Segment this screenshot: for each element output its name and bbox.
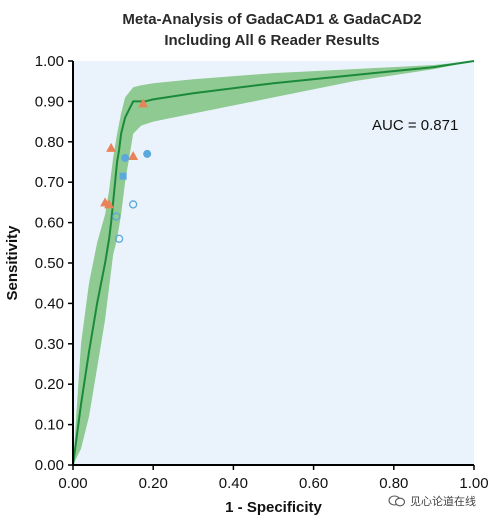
y-axis-label: Sensitivity: [4, 225, 21, 301]
x-tick-label: 0.40: [219, 475, 248, 492]
reader-point-7: [143, 149, 152, 158]
y-tick-label: 1.00: [35, 53, 64, 70]
reader-point-5: [138, 98, 149, 108]
watermark-text: 见心论道在线: [410, 495, 476, 508]
reader-point-10: [114, 234, 124, 243]
x-tick-label: 0.00: [58, 475, 87, 492]
reader-point-6: [121, 153, 130, 162]
y-tick-label: 0.10: [35, 417, 64, 434]
x-axis-label: 1 - Specificity: [225, 499, 322, 516]
reader-points: [100, 98, 152, 243]
y-tick-label: 0.60: [35, 215, 64, 232]
reader-point-8: [119, 172, 127, 180]
y-tick-label: 0.80: [35, 134, 64, 151]
y-axis-ticks: 0.00 0.10 0.20 0.30 0.40 0.50 0.60 0.70 0.80 0.90…: [35, 53, 73, 474]
y-tick-label: 0.40: [35, 295, 64, 312]
chart-title: Meta-Analysis of GadaCAD1 & GadaCAD2: [122, 11, 422, 28]
y-tick-label: 0.50: [35, 255, 64, 272]
reader-point-11: [128, 200, 138, 209]
wechat-logo-icon: [388, 495, 406, 507]
reader-point-2: [104, 199, 115, 209]
reader-point-3: [106, 142, 117, 152]
x-axis-ticks: 0.00 0.20 0.40 0.60 0.80 1.00: [58, 465, 489, 492]
y-tick-label: 0.00: [35, 457, 64, 474]
y-tick-label: 0.20: [35, 376, 64, 393]
x-tick-label: 0.80: [379, 475, 408, 492]
reader-point-9: [112, 212, 121, 221]
roc-curve: [72, 60, 475, 466]
plot-background: [73, 61, 474, 465]
x-tick-label: 1.00: [459, 475, 488, 492]
reader-point-4: [128, 150, 139, 160]
x-tick-label: 0.20: [139, 475, 168, 492]
x-tick-label: 0.60: [299, 475, 328, 492]
chart-subtitle: Including All 6 Reader Results: [164, 32, 380, 49]
auc-annotation: AUC = 0.871: [372, 117, 458, 134]
watermark: 见心论道在线: [388, 493, 476, 509]
y-tick-label: 0.70: [35, 174, 64, 191]
y-tick-label: 0.90: [35, 93, 64, 110]
y-tick-label: 0.30: [35, 336, 64, 353]
